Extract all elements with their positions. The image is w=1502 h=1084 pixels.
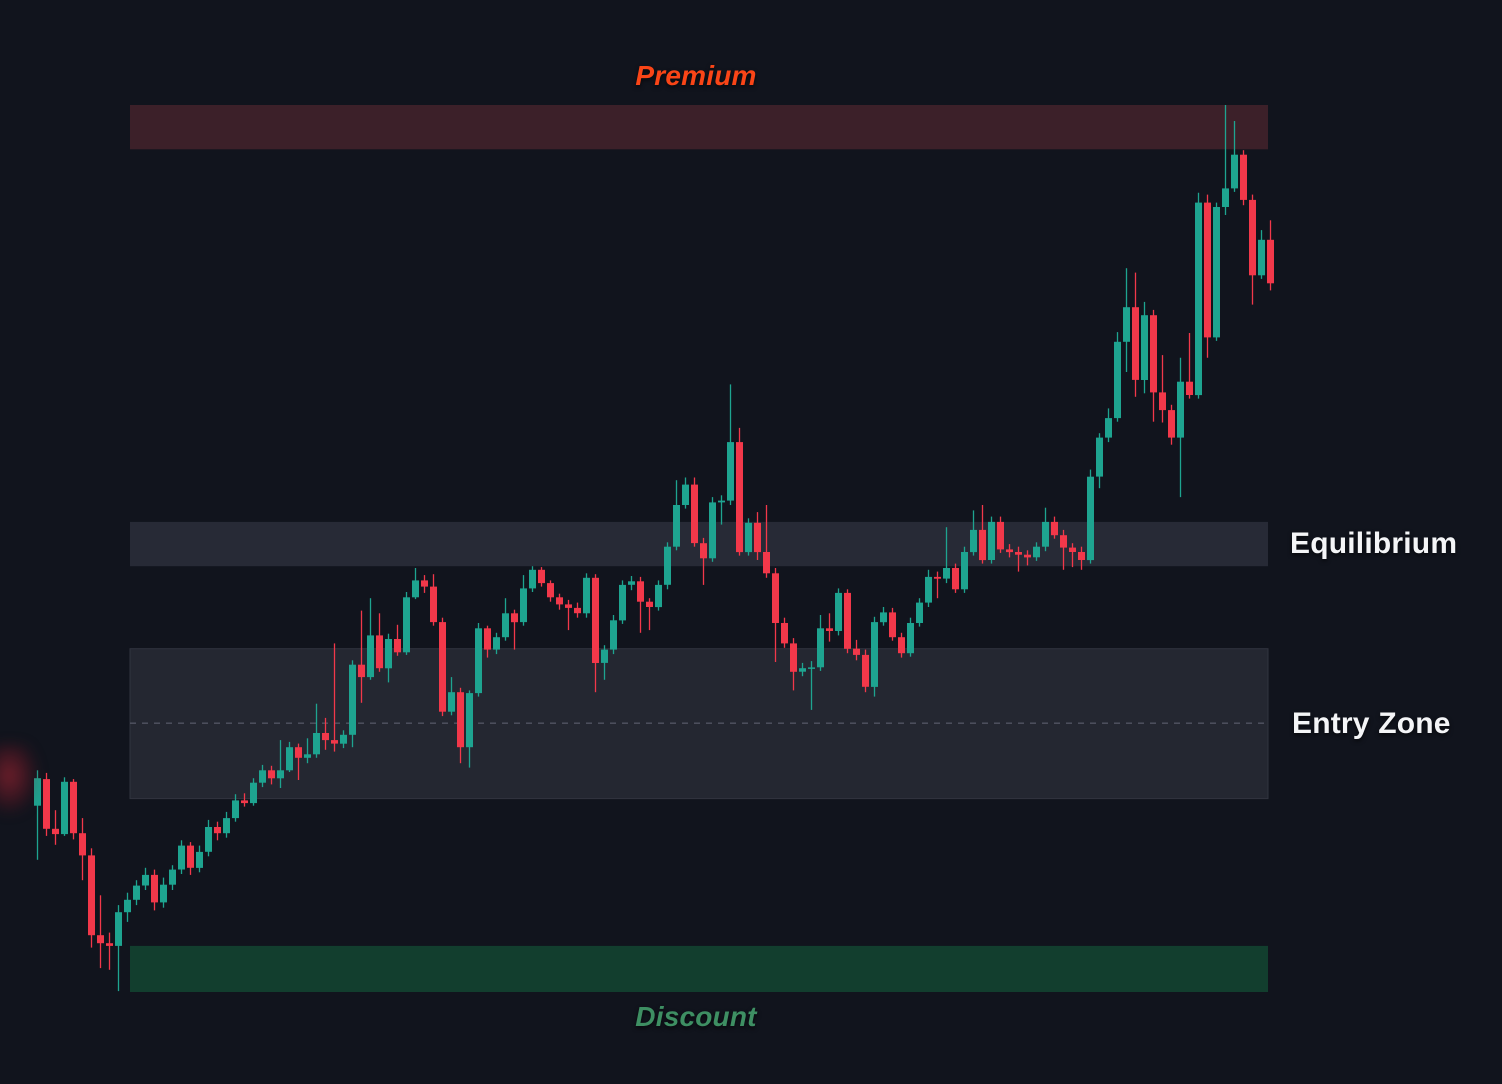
zone-equilibrium-band[interactable] xyxy=(130,521,1268,567)
fib-zones-layer xyxy=(129,105,1269,992)
equilibrium-label: Equilibrium xyxy=(1290,527,1458,560)
premium-label: Premium xyxy=(635,60,757,91)
zone-premium-band[interactable] xyxy=(130,105,1268,150)
entry-zone-label: Entry Zone xyxy=(1292,707,1451,740)
discount-label: Discount xyxy=(635,1001,757,1032)
zone-discount-band[interactable] xyxy=(130,945,1268,992)
candlestick-series xyxy=(34,105,1274,992)
